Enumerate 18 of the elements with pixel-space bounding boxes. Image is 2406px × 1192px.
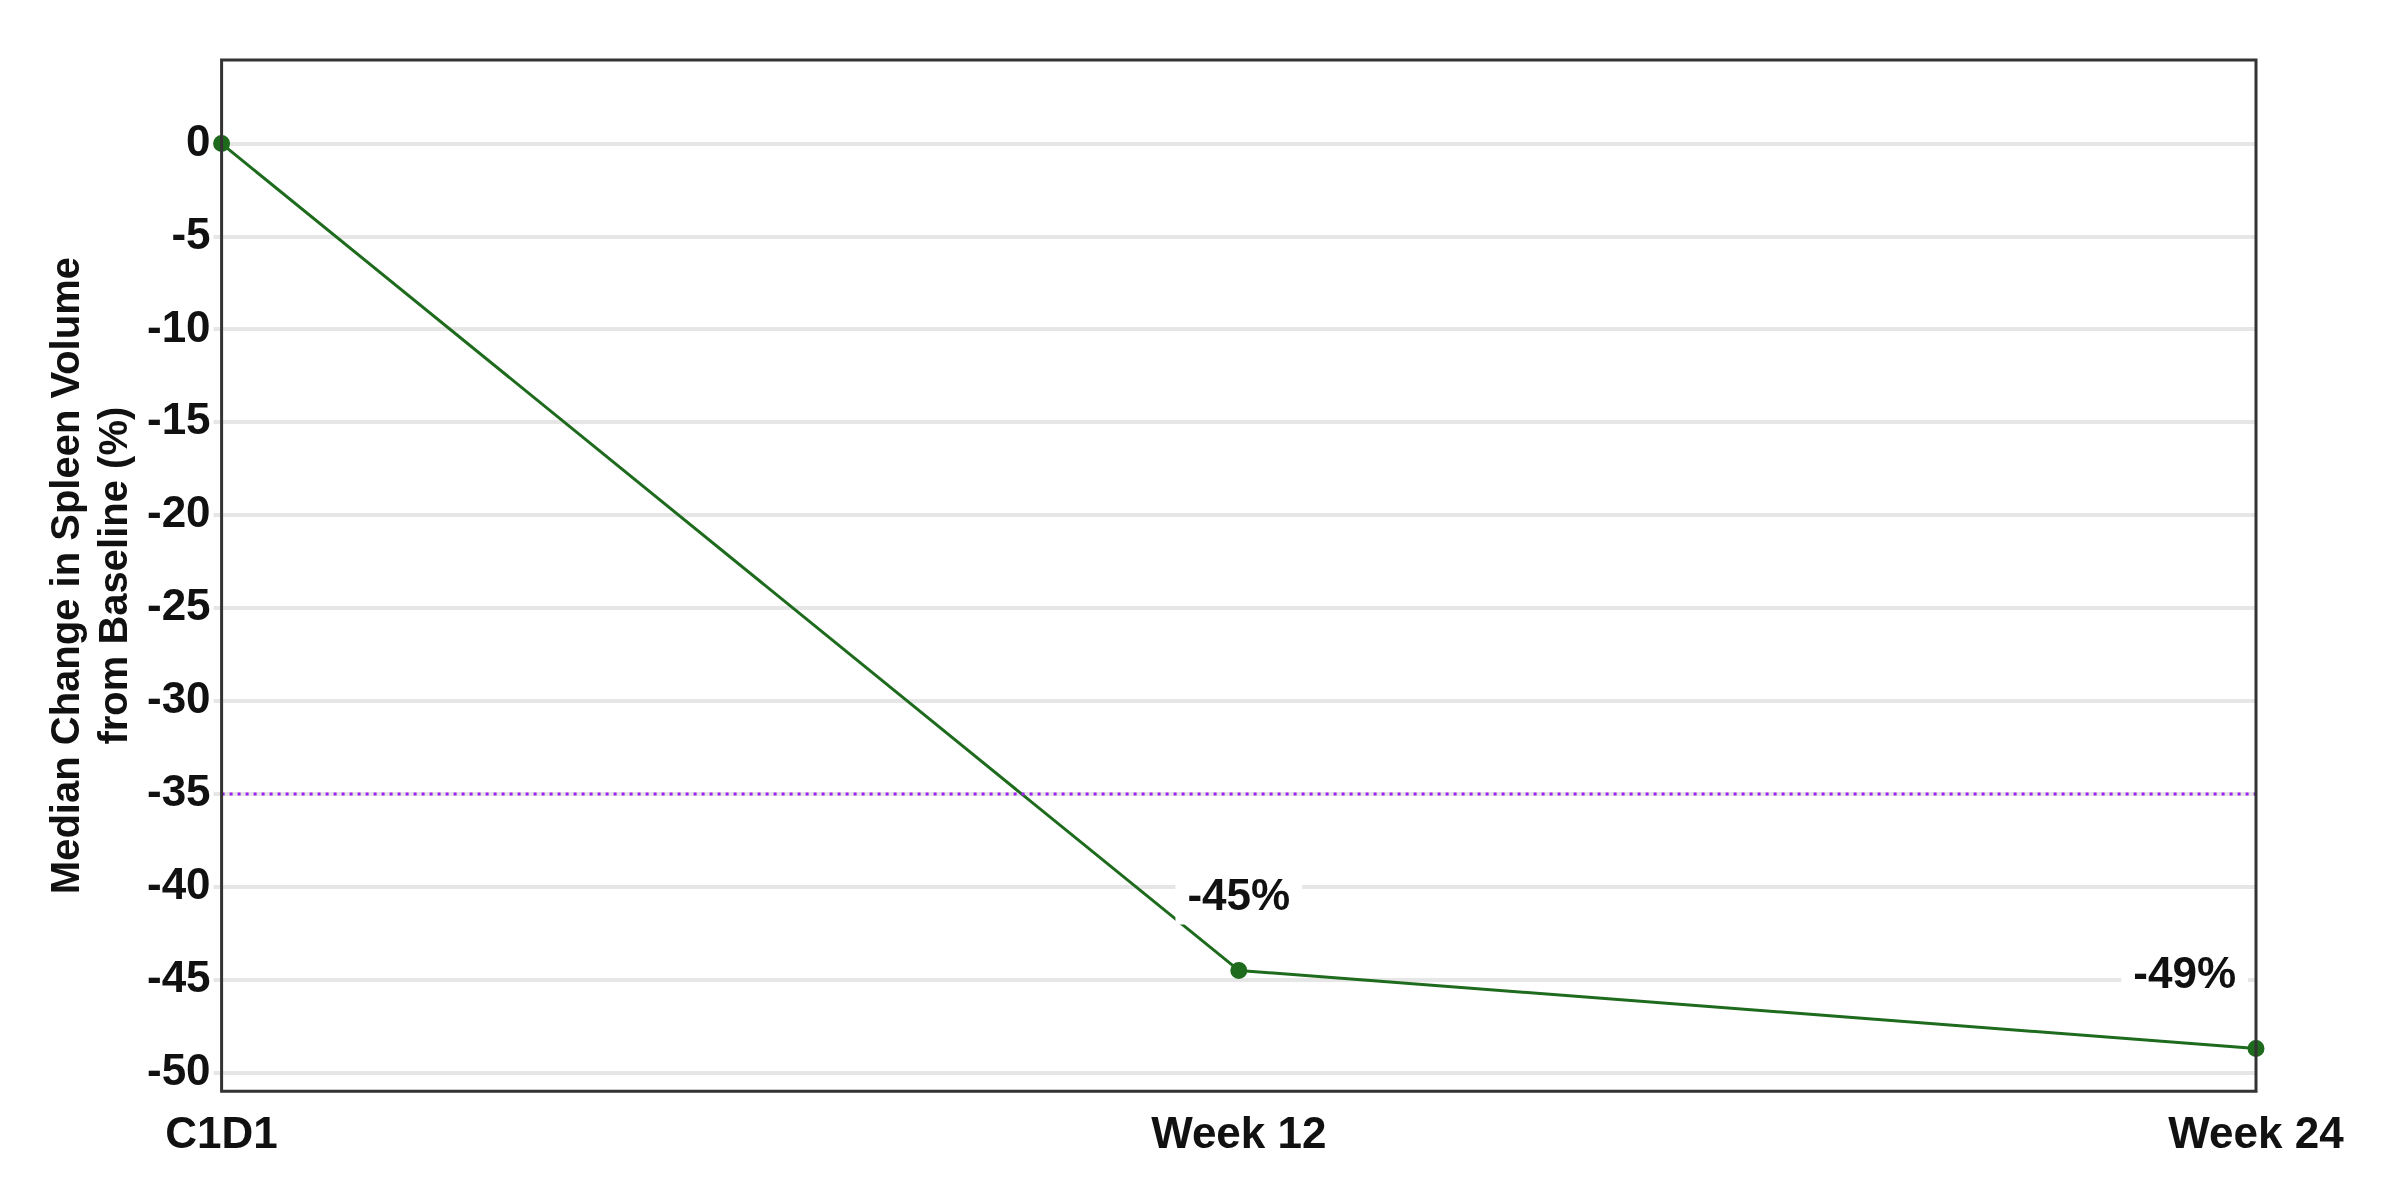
x-tick-label: C1D1	[165, 1107, 278, 1157]
x-tick-label: Week 24	[2168, 1107, 2345, 1157]
y-tick-label: -45	[147, 951, 211, 1001]
y-tick-label: 0	[186, 115, 211, 165]
point	[1230, 961, 1248, 979]
y-tick-label: -25	[147, 580, 211, 630]
y-tick-label: -35	[147, 766, 211, 816]
x-tick-label: Week 12	[1151, 1107, 1327, 1157]
y-tick-label: -10	[147, 301, 211, 351]
y-tick-label: -30	[147, 673, 211, 723]
y-tick-label: -20	[147, 487, 211, 537]
y-tick-label: -5	[171, 208, 211, 258]
data-label: -45%	[1187, 870, 1291, 920]
data-label: -49%	[2133, 948, 2236, 998]
y-axis-title: Median Change in Spleen Volume from Baseline (%)	[43, 257, 136, 895]
y-tick-label: -15	[147, 394, 211, 444]
y-tick-label: -40	[147, 858, 211, 908]
y-tick-label: -50	[147, 1044, 211, 1094]
